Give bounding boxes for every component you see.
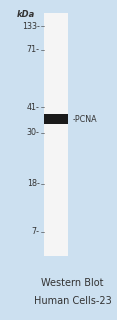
Text: 41-: 41- [27,103,40,112]
Text: 18-: 18- [27,180,40,188]
Text: Human Cells-23: Human Cells-23 [34,296,111,306]
Text: Western Blot: Western Blot [41,278,104,288]
Text: kDa: kDa [16,10,35,19]
Text: 133-: 133- [22,22,40,31]
Bar [44,13,68,256]
Text: -PCNA: -PCNA [73,115,97,124]
Text: 30-: 30- [27,128,40,137]
Text: 71-: 71- [27,45,40,54]
Bar [44,114,68,124]
Text: 7-: 7- [32,228,40,236]
